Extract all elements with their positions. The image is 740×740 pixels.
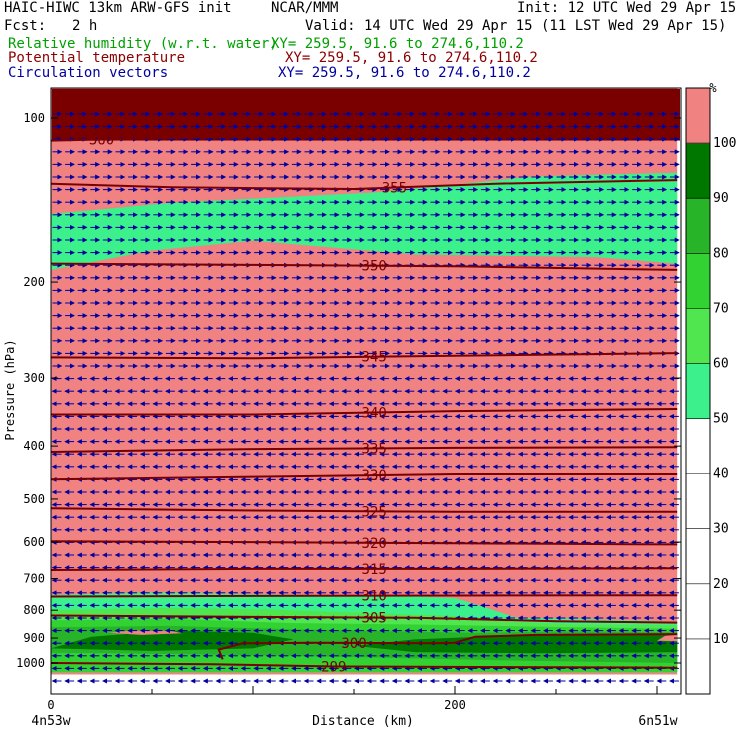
colorbar-level-label: 70: [713, 301, 729, 316]
colorbar-swatch: [686, 363, 710, 420]
rh-field-label: Relative humidity (w.r.t. water): [8, 36, 278, 52]
org-label: NCAR/MMM: [271, 0, 339, 16]
y-tick-label: 700: [23, 572, 45, 586]
theta-label: 325: [362, 504, 387, 520]
colorbar-swatch: [686, 473, 710, 530]
theta-contour: [51, 507, 678, 513]
x-tick-label: 200: [444, 698, 466, 712]
vector-field-xy: XY= 259.5, 91.6 to 274.6,110.2: [278, 65, 531, 81]
colorbar-level-label: 20: [713, 577, 729, 592]
colorbar: 10 20 30 40 50 60 70 80 90 100: [685, 87, 736, 695]
theta-label: 300: [341, 636, 366, 652]
y-tick-label: 400: [23, 439, 45, 453]
x-tick-label: 0: [47, 698, 54, 712]
plot-frame: [50, 87, 682, 695]
theta-label: 345: [362, 350, 387, 366]
colorbar-level-label: 40: [713, 467, 729, 482]
theta-label: 360: [89, 132, 114, 148]
theta-label: 340: [362, 405, 387, 421]
colorbar-swatch: [686, 198, 710, 254]
x-left-endpoint: 4n53w: [31, 714, 70, 729]
theta-label: 299: [321, 660, 346, 676]
colorbar-unit: %: [709, 81, 717, 95]
colorbar-swatch: [686, 583, 710, 640]
theta-contour: [217, 633, 678, 660]
theta-field-label: Potential temperature: [8, 50, 186, 66]
theta-label: 310: [362, 589, 387, 605]
theta-contour: [51, 179, 678, 191]
theta-label: 320: [362, 536, 387, 552]
x-right-endpoint: 6n51w: [638, 714, 677, 729]
colorbar-level-label: 10: [713, 632, 729, 647]
colorbar-level-label: 100: [713, 136, 736, 151]
theta-contour: [51, 128, 678, 142]
circulation-vectors: [51, 111, 680, 684]
y-tick-label: 300: [23, 371, 45, 385]
theta-contour: [51, 662, 678, 669]
y-tick-label: 600: [23, 535, 45, 549]
axes: 100 200 300 400 500 600 700 800 900 1000 0 200: [16, 111, 681, 712]
fcst-value: 2 h: [72, 18, 98, 34]
init-time: Init: 12 UTC Wed 29 Apr 15: [517, 0, 737, 16]
y-axis-label: Pressure (hPa): [3, 339, 17, 440]
y-tick-label: 200: [23, 275, 45, 289]
rh-field-xy: XY= 259.5, 91.6 to 274.6,110.2: [271, 36, 524, 52]
colorbar-level-label: 60: [713, 356, 729, 371]
y-tick-label: 100: [23, 111, 45, 125]
theta-contour: [51, 594, 678, 598]
rh-region: [107, 630, 183, 635]
theta-contour: [51, 408, 678, 416]
theta-contour: [51, 567, 678, 571]
theta-contour: [51, 473, 678, 481]
colorbar-level-label: 50: [713, 412, 729, 427]
y-tick-label: 800: [23, 603, 45, 617]
colorbar-swatch: [686, 418, 710, 475]
rh-region: [354, 634, 678, 654]
colorbar-swatch: [686, 143, 710, 199]
theta-label: 330: [362, 468, 387, 484]
rh-region: [51, 172, 678, 270]
colorbar-level-label: 80: [713, 246, 729, 261]
theta-label: 305: [362, 611, 387, 627]
y-tick-label: 900: [23, 631, 45, 645]
theta-contour: [51, 446, 678, 453]
y-tick-label: 500: [23, 492, 45, 506]
theta-label: 355: [382, 181, 407, 197]
theta-label: 350: [362, 259, 387, 275]
theta-contour: [51, 540, 678, 546]
theta-contours: 360 355 350 345 340 335 330 325 320 315 310 305 300 2…: [51, 128, 678, 676]
theta-contour: [51, 352, 678, 360]
vector-field-label: Circulation vectors: [8, 65, 169, 81]
colorbar-swatch: [686, 88, 710, 144]
colorbar-level-label: 30: [713, 522, 729, 537]
valid-time: Valid: 14 UTC Wed 29 Apr 15 (11 LST Wed …: [305, 18, 727, 34]
fcst-label: Fcst:: [4, 18, 47, 34]
model-title: HAIC-HIWC 13km ARW-GFS init: [4, 0, 232, 16]
theta-field-xy: XY= 259.5, 91.6 to 274.6,110.2: [285, 50, 538, 66]
y-tick-label: 1000: [16, 656, 45, 670]
colorbar-swatch: [686, 638, 710, 695]
colorbar-level-label: 90: [713, 191, 729, 206]
rh-region: [657, 634, 678, 642]
colorbar-swatch: [686, 308, 710, 364]
colorbar-frame: [685, 87, 711, 695]
theta-contour: [51, 262, 678, 271]
x-axis-label: Distance (km): [312, 714, 414, 729]
theta-label: 335: [362, 441, 387, 457]
theta-label: 315: [362, 562, 387, 578]
theta-contour: [51, 614, 678, 624]
colorbar-swatch: [686, 253, 710, 309]
colorbar-swatch: [686, 528, 710, 585]
